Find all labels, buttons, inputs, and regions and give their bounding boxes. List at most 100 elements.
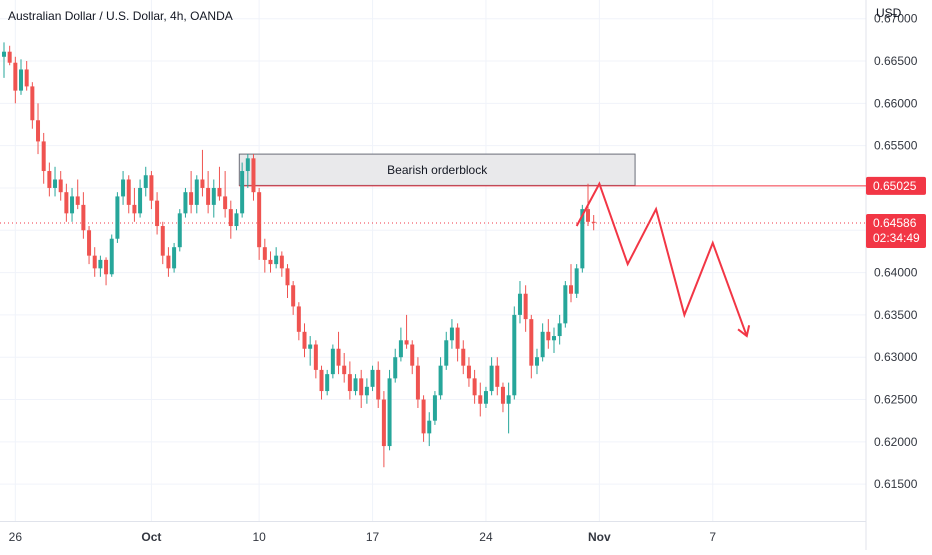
time-tick-label: 10: [252, 530, 266, 544]
candle: [449, 319, 454, 349]
candle: [64, 183, 69, 222]
candle-body: [381, 399, 386, 447]
candle: [98, 255, 103, 277]
time-tick-label: 26: [9, 530, 23, 544]
bearish-orderblock[interactable]: Bearish orderblock: [238, 153, 636, 186]
resistance-tag-bg: [866, 176, 926, 195]
candle-body: [512, 314, 517, 396]
candle-body: [194, 179, 199, 205]
candle-body: [421, 399, 426, 434]
candle-body: [308, 344, 313, 349]
candle: [92, 247, 97, 277]
candle: [245, 154, 250, 188]
candle: [404, 314, 409, 349]
candle-body: [30, 86, 35, 121]
last-price-tag: 0.64586 02:34:49: [866, 213, 926, 248]
candle-body: [591, 221, 596, 223]
candle: [211, 179, 216, 218]
candle: [296, 302, 301, 341]
candle: [58, 171, 63, 201]
candle-body: [472, 378, 477, 396]
last-price-tag-bg: [866, 213, 926, 248]
candle-body: [115, 196, 120, 239]
candle: [81, 192, 86, 239]
candle: [364, 378, 369, 404]
candle: [7, 45, 12, 66]
candle-body: [138, 187, 143, 214]
candle: [257, 187, 262, 260]
price-tick-label: 0.63500: [874, 308, 918, 322]
candle: [455, 323, 460, 362]
chart-title: Australian Dollar / U.S. Dollar, 4h, OAN…: [8, 9, 233, 23]
candle: [75, 179, 80, 210]
candle-body: [398, 340, 403, 358]
candle: [308, 336, 313, 366]
candle-body: [177, 213, 182, 248]
candle-body: [75, 196, 80, 205]
candle: [330, 344, 335, 379]
candle: [563, 281, 568, 328]
candle: [410, 340, 415, 375]
candle: [313, 340, 318, 379]
candle: [138, 179, 143, 218]
candle: [534, 348, 539, 375]
candle: [302, 323, 307, 358]
time-tick-label: 7: [709, 530, 716, 544]
candle-body: [121, 179, 126, 197]
candle-body: [285, 268, 290, 286]
candle-body: [291, 285, 296, 307]
candle: [268, 251, 273, 273]
candle: [489, 357, 494, 396]
candle: [189, 171, 194, 214]
candle-body: [126, 179, 131, 205]
candle-body: [557, 323, 562, 337]
candle: [143, 166, 148, 197]
candle: [591, 215, 596, 231]
candle-body: [500, 386, 505, 404]
candle-body: [393, 357, 398, 379]
candle-body: [279, 255, 284, 269]
candle: [438, 357, 443, 400]
candle-body: [104, 259, 109, 275]
price-tick-label: 0.61500: [874, 477, 918, 491]
candle: [19, 59, 24, 95]
candle: [551, 327, 556, 353]
candle: [478, 382, 483, 417]
price-tick-label: 0.64000: [874, 266, 918, 280]
candle-body: [2, 51, 6, 57]
candle: [370, 365, 375, 392]
candle: [359, 369, 364, 408]
candle-body: [47, 171, 52, 188]
candle: [228, 200, 233, 239]
resistance-tag-value: 0.65025: [873, 179, 917, 193]
candle-body: [36, 120, 41, 142]
candles: [2, 42, 596, 468]
resistance-price-tag: 0.65025: [866, 176, 926, 195]
price-tick-label: 0.62000: [874, 435, 918, 449]
candle-body: [466, 365, 471, 379]
price-tick-label: 0.62500: [874, 393, 918, 407]
candle: [109, 234, 114, 277]
candle: [512, 306, 517, 400]
candle-body: [19, 69, 24, 91]
orderblock-box[interactable]: [238, 153, 636, 186]
candle-body: [563, 285, 568, 324]
bar-countdown: 02:34:49: [873, 231, 920, 245]
price-tick-label: 0.66500: [874, 54, 918, 68]
candle: [279, 251, 284, 277]
candle-body: [387, 378, 392, 447]
projection-path[interactable]: [575, 181, 748, 337]
candle-body: [313, 344, 318, 370]
candle: [132, 187, 137, 222]
candle: [53, 166, 58, 197]
candle-body: [87, 230, 92, 256]
candle-body: [183, 192, 188, 214]
candle-body: [217, 187, 222, 197]
candle-body: [586, 209, 591, 222]
candle-body: [540, 331, 545, 358]
time-tick-label: 24: [479, 530, 493, 544]
candle: [342, 352, 347, 383]
candle: [13, 56, 18, 104]
